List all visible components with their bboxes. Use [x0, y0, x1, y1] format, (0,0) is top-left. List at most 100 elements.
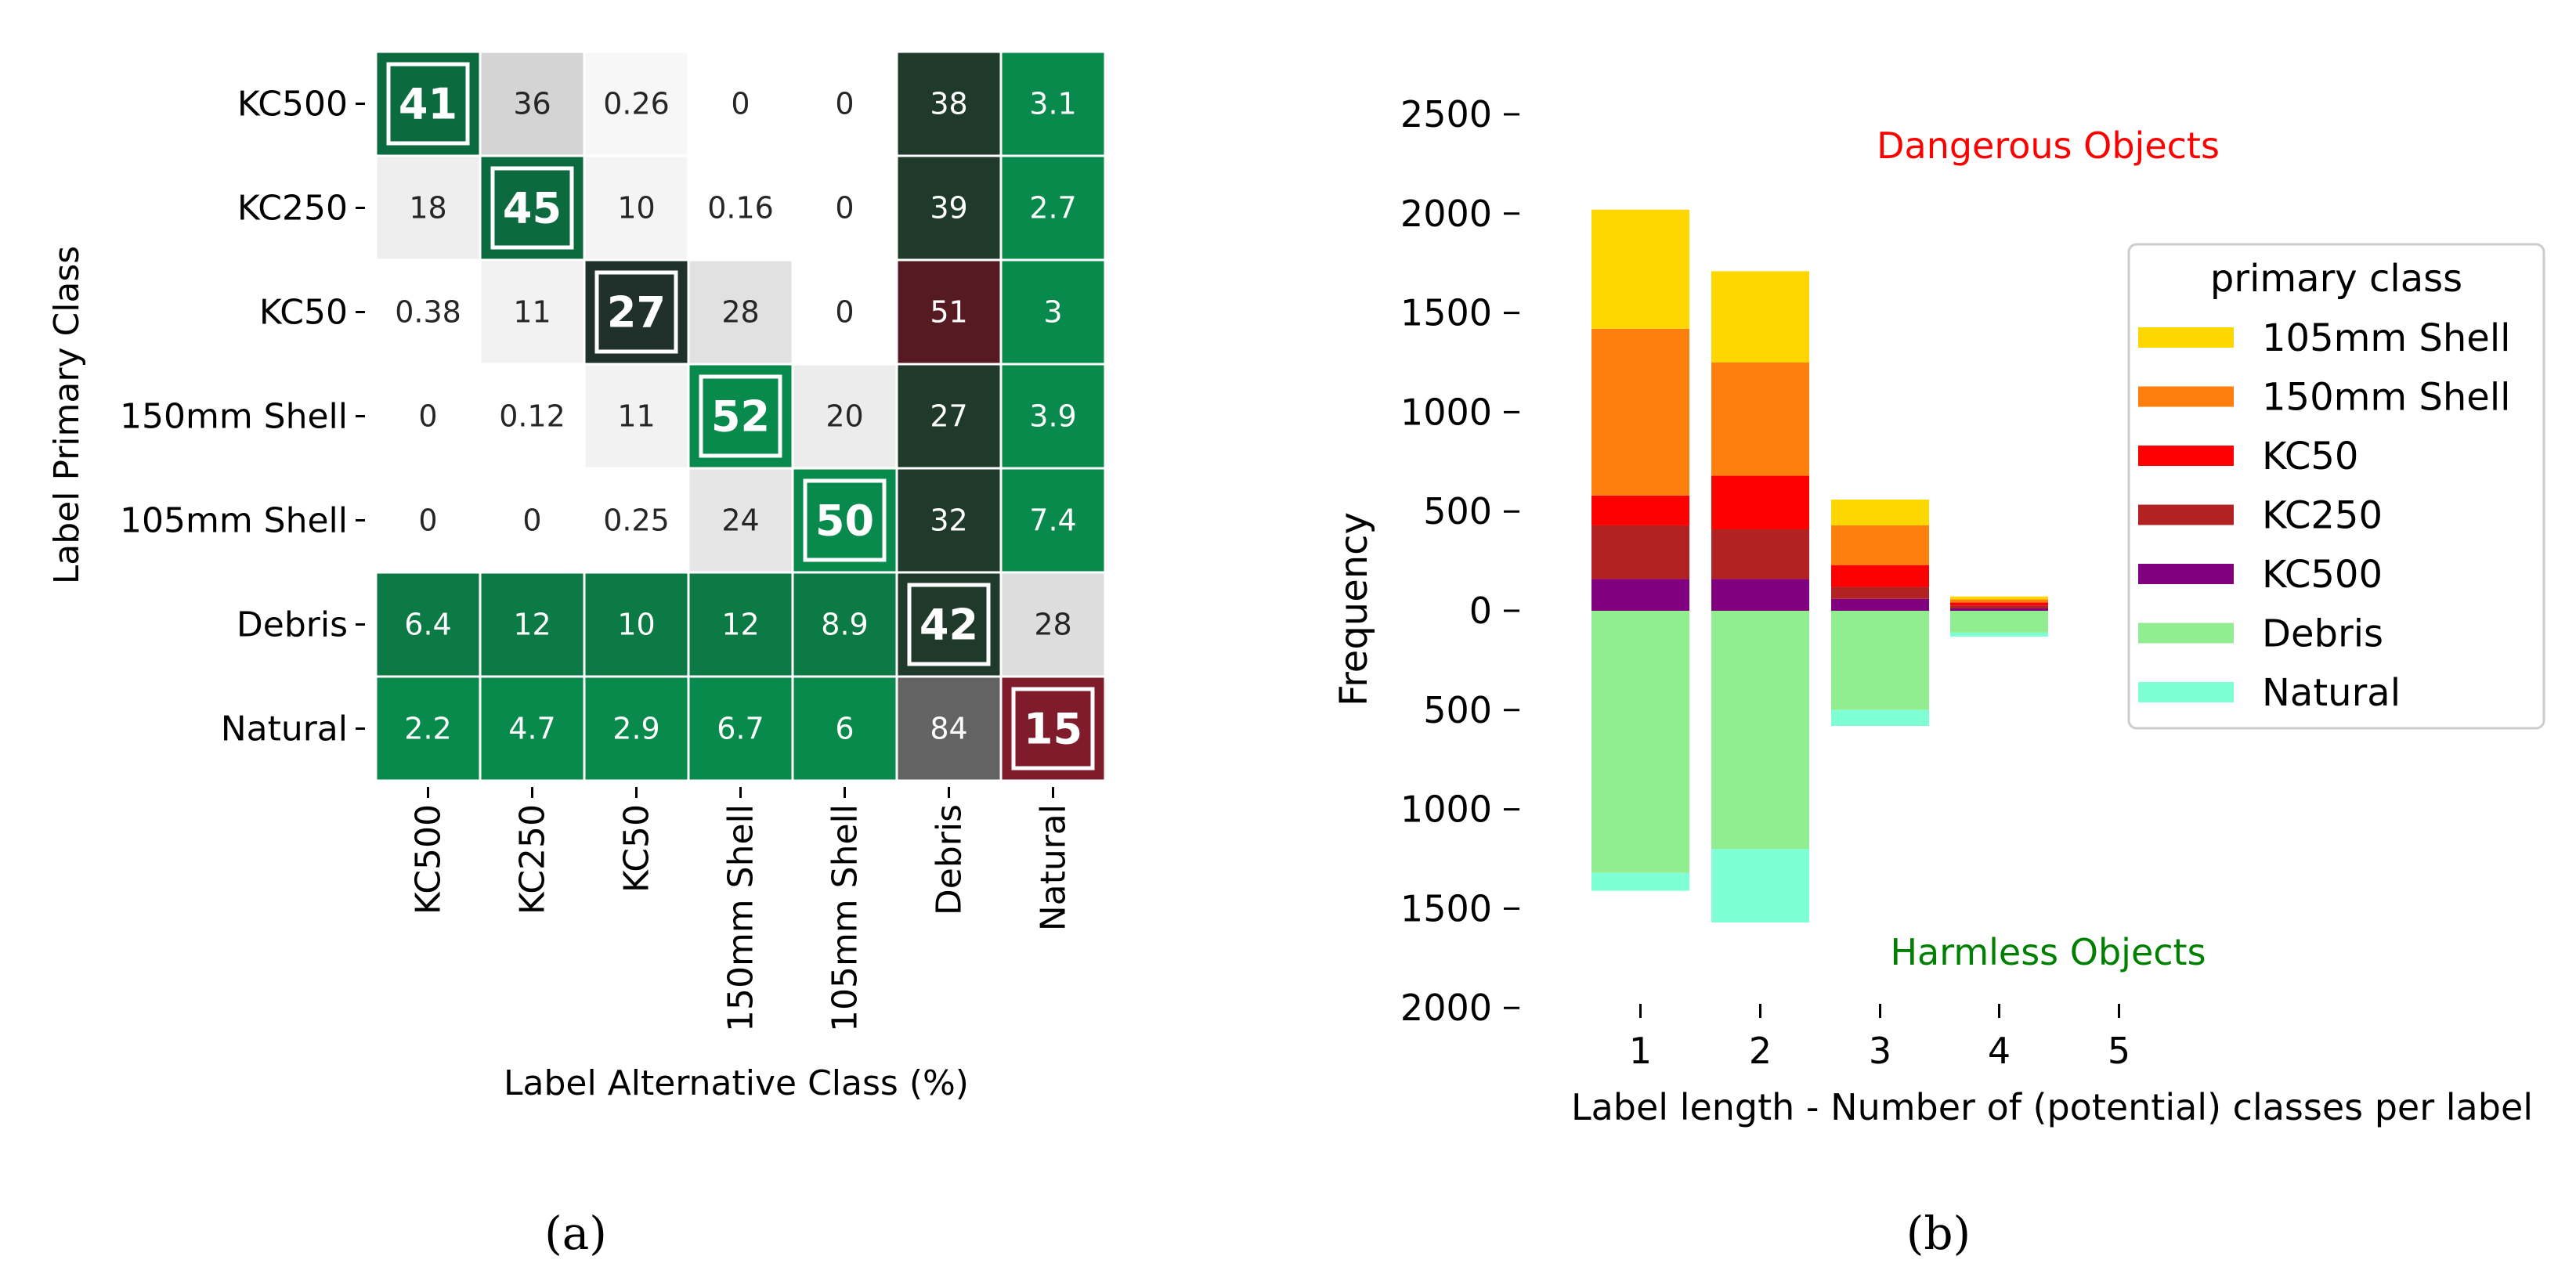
bar-segment-kc50	[1831, 565, 1929, 587]
legend-label: KC500	[2262, 553, 2383, 597]
heatmap-cell	[687, 571, 794, 678]
bar-x-tick-label: 3	[1869, 1030, 1891, 1072]
heatmap-cell-value: 32	[930, 503, 967, 538]
bar-segment-105mm-shell	[1591, 209, 1689, 329]
heatmap-cell-value: 0.16	[707, 191, 774, 226]
bar-segment-natural	[1950, 632, 2048, 637]
heatmap-cell-value: 24	[721, 503, 759, 538]
bar-segment-kc500	[1591, 579, 1689, 611]
bar-segment-150mm-shell	[1711, 363, 1809, 476]
bar-segment-kc50	[1950, 602, 2048, 606]
heatmap-cell-value: 0	[731, 87, 750, 121]
heatmap-cell	[999, 363, 1107, 470]
heatmap-cell-value: 6.4	[404, 608, 451, 642]
heatmap-cell-value: 7.4	[1029, 503, 1076, 538]
heatmap-cell	[479, 571, 586, 678]
bar-segment-debris	[1950, 611, 2048, 633]
heatmap-cell-value: 52	[711, 392, 770, 442]
heatmap-cell-value: 42	[919, 601, 978, 650]
heatmap-cell-value: 2.9	[612, 712, 659, 746]
legend-swatch	[2138, 446, 2234, 466]
heatmap-row-label: Natural	[221, 709, 348, 749]
heatmap-cell-value: 11	[513, 295, 551, 330]
bar-segment-natural	[1591, 872, 1689, 891]
heatmap-cell	[895, 467, 1003, 574]
heatmap-cell	[687, 258, 794, 366]
heatmap-cell-value: 27	[607, 288, 666, 337]
legend-swatch	[2138, 386, 2234, 407]
heatmap-row-label: Debris	[237, 605, 348, 645]
heatmap-cell-value: 0	[418, 503, 437, 538]
heatmap-cell-value: 11	[617, 399, 655, 434]
bar-y-tick-label: 1500	[1400, 887, 1492, 929]
legend-label: Debris	[2262, 612, 2383, 656]
bar-y-tick-label: 0	[1469, 590, 1492, 632]
legend-swatch	[2138, 682, 2234, 702]
heatmap-cell-value: 2.2	[404, 712, 451, 746]
heatmap-row-label: KC500	[237, 85, 348, 125]
heatmap-cell-value: 18	[409, 191, 446, 226]
bar-segment-debris	[1591, 611, 1689, 873]
legend-swatch	[2138, 327, 2234, 348]
diagonal-highlight-box	[1011, 687, 1095, 771]
bar-segment-105mm-shell	[1711, 271, 1809, 363]
heatmap-cell-value: 39	[930, 191, 967, 226]
bar-segment-debris	[1711, 611, 1809, 850]
diagonal-highlight-box	[490, 166, 574, 250]
heatmap-row-label: KC50	[259, 293, 348, 333]
heatmap-cell-value: 20	[826, 399, 863, 434]
bar-chart-panel: 2500 2000 1500 1000 500 0 500 1000 1500 2000 1 2 3 4 5	[1400, 93, 2130, 1072]
heatmap-cell	[687, 50, 794, 157]
heatmap-cell-value: 12	[513, 608, 551, 642]
bar-y-tick-label: 1500	[1400, 292, 1492, 334]
heatmap-cell	[479, 258, 586, 366]
heatmap-cell	[999, 50, 1107, 157]
heatmap-cell-value: 15	[1024, 705, 1082, 754]
heatmap-cell-value: 0.25	[603, 503, 670, 538]
heatmap-col-label: KC50	[617, 804, 657, 893]
heatmap-cell-value: 41	[399, 80, 457, 129]
heatmap-cell	[583, 258, 690, 366]
heatmap-row-label: 105mm Shell	[120, 501, 348, 541]
legend-label: KC50	[2262, 435, 2358, 478]
heatmap-cell-value: 10	[617, 608, 655, 642]
heatmap-cell-value: 38	[930, 87, 967, 121]
legend-label: 150mm Shell	[2262, 376, 2510, 420]
bar-segment-kc250	[1591, 525, 1689, 579]
legend-swatch	[2138, 564, 2234, 584]
bar-y-tick-label: 2500	[1400, 93, 1492, 135]
legend-label: KC250	[2262, 494, 2383, 538]
heatmap-cell	[479, 50, 586, 157]
heatmap-row-label: 150mm Shell	[120, 397, 348, 437]
heatmap-cell-value: 10	[617, 191, 655, 226]
bar-y-tick-label: 1000	[1400, 789, 1492, 831]
diagonal-highlight-box	[699, 374, 782, 458]
heatmap-cell-value: 3.1	[1029, 87, 1076, 121]
heatmap-col-label: Natural	[1034, 804, 1074, 931]
heatmap-cell-value: 50	[815, 496, 874, 546]
heatmap-cell	[479, 363, 586, 470]
heatmap-cell-value: 28	[1034, 608, 1071, 642]
legend: primary class 105mm Shell 150mm Shell KC50…	[2127, 243, 2545, 730]
legend-swatch	[2138, 623, 2234, 644]
bar-y-tick-label: 1000	[1400, 391, 1492, 433]
bar-y-tick-label: 500	[1423, 689, 1492, 731]
bar-segment-kc50	[1591, 495, 1689, 525]
bar-segment-debris	[1831, 611, 1929, 710]
bar-x-axis-label: Label length - Number of (potential) cla…	[1571, 1086, 2533, 1128]
heatmap-col-label: 150mm Shell	[721, 804, 761, 1032]
panel-label-a: (a)	[544, 1207, 607, 1260]
heatmap-cell	[895, 571, 1003, 678]
heatmap-cell-value: 0.12	[499, 399, 565, 434]
heatmap-cell	[791, 467, 898, 574]
legend-swatch	[2138, 504, 2234, 525]
heatmap-cell	[895, 363, 1003, 470]
heatmap-cell-value: 0	[835, 87, 854, 121]
bar-y-axis-label: Frequency	[1332, 512, 1376, 706]
bar-segment-kc500	[1950, 608, 2048, 611]
heatmap-col-label: KC250	[513, 804, 553, 915]
heatmap-cell-value: 3.9	[1029, 399, 1076, 434]
heatmap-cell-value: 2.7	[1029, 191, 1076, 226]
